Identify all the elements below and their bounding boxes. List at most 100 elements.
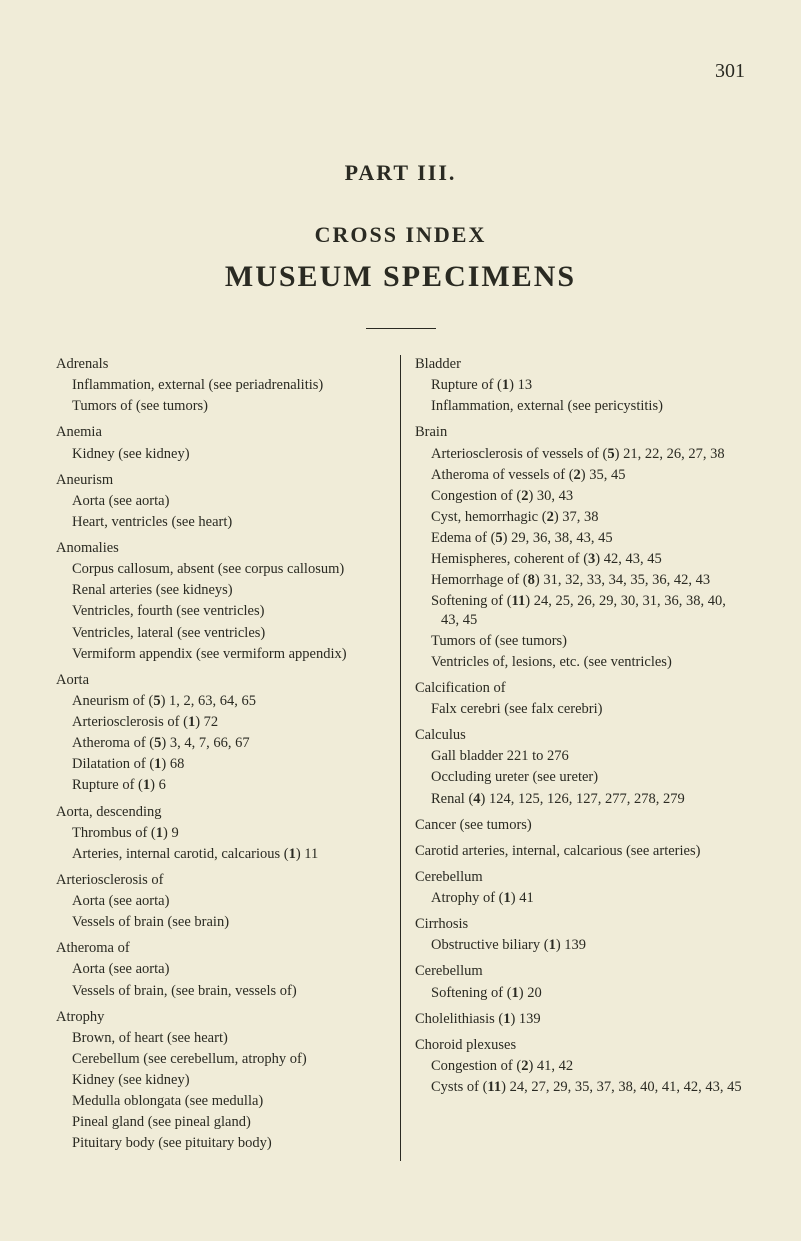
entry-sub: Softening of (1) 20 xyxy=(425,984,745,1002)
entry-sub: Ventricles of, lesions, etc. (see ventri… xyxy=(425,653,745,671)
t: Atheroma of ( xyxy=(72,735,154,751)
t: Congestion of ( xyxy=(431,1058,521,1074)
count: 8 xyxy=(528,572,535,588)
t: ) 21, 22, 26, 27, 38 xyxy=(615,446,725,462)
entry-heading: Anomalies xyxy=(56,539,386,557)
t: Obstructive biliary ( xyxy=(431,937,549,953)
entry-sub: Atheroma of vessels of (2) 35, 45 xyxy=(425,466,745,484)
t: Cholelithiasis ( xyxy=(415,1011,503,1027)
count: 1 xyxy=(156,825,163,841)
right-column: Bladder Rupture of (1) 13 Inflammation, … xyxy=(401,355,745,1161)
entry-sub: Kidney (see kidney) xyxy=(66,1071,386,1089)
entry-heading: Cancer (see tumors) xyxy=(415,816,745,834)
t: ) 37, 38 xyxy=(554,509,599,525)
count: 5 xyxy=(495,530,502,546)
entry-heading: Arteriosclerosis of xyxy=(56,871,386,889)
t: ) 3, 4, 7, 66, 67 xyxy=(161,735,249,751)
entry-heading: Anemia xyxy=(56,423,386,441)
entry-heading: Brain xyxy=(415,423,745,441)
entry-sub: Occluding ureter (see ureter) xyxy=(425,768,745,786)
page-number: 301 xyxy=(715,60,745,83)
t: ) 31, 32, 33, 34, 35, 36, 42, 43 xyxy=(535,572,710,588)
entry-sub: Vessels of brain (see brain) xyxy=(66,913,386,931)
entry-heading: Calculus xyxy=(415,726,745,744)
entry-sub: Congestion of (2) 41, 42 xyxy=(425,1057,745,1075)
entry-sub: Cerebellum (see cerebellum, atrophy of) xyxy=(66,1050,386,1068)
t: Dilatation of ( xyxy=(72,756,154,772)
t: Edema of ( xyxy=(431,530,495,546)
entry-sub: Rupture of (1) 13 xyxy=(425,376,745,394)
t: ) 139 xyxy=(510,1011,540,1027)
entry-heading: Cerebellum xyxy=(415,868,745,886)
entry-heading: Atheroma of xyxy=(56,939,386,957)
entry-sub: Vermiform appendix (see vermiform append… xyxy=(66,645,386,663)
t: ) 124, 125, 126, 127, 277, 278, 279 xyxy=(481,791,685,807)
t: Renal ( xyxy=(431,791,473,807)
main-title: MUSEUM SPECIMENS xyxy=(56,260,745,294)
entry-heading: Aorta xyxy=(56,671,386,689)
entry-sub: Atheroma of (5) 3, 4, 7, 66, 67 xyxy=(66,734,386,752)
entry-sub: Aorta (see aorta) xyxy=(66,960,386,978)
count: 4 xyxy=(473,791,480,807)
entry-sub: Renal (4) 124, 125, 126, 127, 277, 278, … xyxy=(425,790,745,808)
t: Rupture of ( xyxy=(431,377,502,393)
entry-heading: Carotid arteries, internal, calcarious (… xyxy=(415,842,745,860)
entry-sub: Inflammation, external (see periadrenali… xyxy=(66,376,386,394)
entry-heading: Aorta, descending xyxy=(56,803,386,821)
entry-sub: Tumors of (see tumors) xyxy=(66,397,386,415)
t: ) 13 xyxy=(509,377,532,393)
t: Aneurism of ( xyxy=(72,693,153,709)
count: 1 xyxy=(512,985,519,1001)
entry-heading: Aneurism xyxy=(56,471,386,489)
entry-sub: Tumors of (see tumors) xyxy=(425,632,745,650)
t: ) 72 xyxy=(195,714,218,730)
t: ) 11 xyxy=(296,846,318,862)
entry-sub: Corpus callosum, absent (see corpus call… xyxy=(66,560,386,578)
entry-heading: Cerebellum xyxy=(415,962,745,980)
t: ) 20 xyxy=(519,985,542,1001)
entry-sub: Thrombus of (1) 9 xyxy=(66,824,386,842)
count: 2 xyxy=(547,509,554,525)
entry-sub: Ventricles, lateral (see ventricles) xyxy=(66,624,386,642)
t: Cyst, hemorrhagic ( xyxy=(431,509,547,525)
t: Arteriosclerosis of vessels of ( xyxy=(431,446,607,462)
entry-heading: Cholelithiasis (1) 139 xyxy=(415,1010,745,1028)
entry-sub: Vessels of brain, (see brain, vessels of… xyxy=(66,982,386,1000)
t: ) 29, 36, 38, 43, 45 xyxy=(503,530,613,546)
t: Hemispheres, coherent of ( xyxy=(431,551,588,567)
entry-sub: Congestion of (2) 30, 43 xyxy=(425,487,745,505)
count: 1 xyxy=(289,846,296,862)
entry-sub: Medulla oblongata (see medulla) xyxy=(66,1092,386,1110)
t: ) 30, 43 xyxy=(528,488,573,504)
t: ) 41 xyxy=(511,890,534,906)
entry-sub: Aorta (see aorta) xyxy=(66,492,386,510)
t: Arteries, internal carotid, calcarious ( xyxy=(72,846,289,862)
entry-sub: Pineal gland (see pineal gland) xyxy=(66,1113,386,1131)
entry-sub: Kidney (see kidney) xyxy=(66,445,386,463)
entry-sub: Ventricles, fourth (see ventricles) xyxy=(66,602,386,620)
count: 5 xyxy=(153,693,160,709)
entry-sub: Rupture of (1) 6 xyxy=(66,776,386,794)
t: ) 41, 42 xyxy=(528,1058,573,1074)
t: Softening of ( xyxy=(431,985,512,1001)
t: Congestion of ( xyxy=(431,488,521,504)
entry-heading: Bladder xyxy=(415,355,745,373)
count: 5 xyxy=(607,446,614,462)
entry-sub: Brown, of heart (see heart) xyxy=(66,1029,386,1047)
entry-sub: Cyst, hemorrhagic (2) 37, 38 xyxy=(425,508,745,526)
count: 2 xyxy=(574,467,581,483)
entry-heading: Choroid plexuses xyxy=(415,1036,745,1054)
entry-sub: Arteriosclerosis of (1) 72 xyxy=(66,713,386,731)
entry-sub: Cysts of (11) 24, 27, 29, 35, 37, 38, 40… xyxy=(425,1078,745,1096)
part-title: PART III. xyxy=(56,160,745,186)
t: Arteriosclerosis of ( xyxy=(72,714,188,730)
entry-sub: Edema of (5) 29, 36, 38, 43, 45 xyxy=(425,529,745,547)
entry-sub: Atrophy of (1) 41 xyxy=(425,889,745,907)
t: ) 6 xyxy=(150,777,166,793)
t: ) 42, 43, 45 xyxy=(595,551,661,567)
count: 1 xyxy=(504,890,511,906)
count: 1 xyxy=(549,937,556,953)
entry-sub: Hemispheres, coherent of (3) 42, 43, 45 xyxy=(425,550,745,568)
entry-sub: Pituitary body (see pituitary body) xyxy=(66,1134,386,1152)
entry-heading: Atrophy xyxy=(56,1008,386,1026)
